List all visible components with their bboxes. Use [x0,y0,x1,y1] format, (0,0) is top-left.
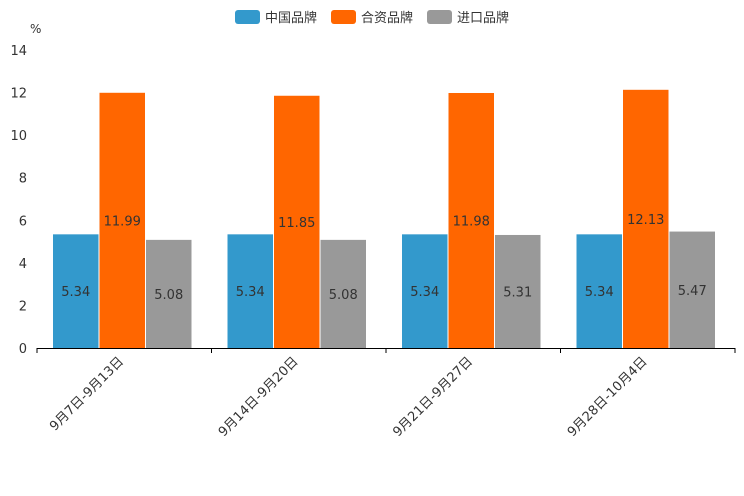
bar-value-label: 11.85 [278,216,315,231]
y-tick-label: 2 [19,299,27,314]
bar-china-2 [402,234,448,348]
bar-value-label: 5.08 [329,288,358,303]
bar-import-3 [669,231,715,348]
bar-value-label: 5.34 [410,285,439,300]
bar-china-0 [53,234,99,348]
legend-swatch-joint-venture-brand [330,9,356,24]
bar-value-label: 5.47 [678,284,707,299]
bar-value-label: 5.34 [585,285,614,300]
x-category-label: 9月7日-9月13日 [47,354,127,434]
legend-item-import-brand[interactable]: 进口品牌 [427,7,509,26]
legend-label-import-brand: 进口品牌 [457,11,510,26]
bar-import-2 [495,234,541,348]
bar-import-1 [320,239,366,348]
y-tick-label: 8 [19,172,27,187]
legend-item-joint-venture-brand[interactable]: 合资品牌 [330,7,413,26]
legend-swatch-china-brand [234,9,260,24]
y-tick-label: 14 [10,44,27,59]
bar-value-label: 5.08 [154,288,183,303]
legend-swatch-import-brand [427,9,452,24]
bar-joint-venture-2 [448,92,494,348]
x-category-label: 9月28日-10月4日 [565,354,651,440]
y-tick-label: 0 [19,342,27,357]
legend-label-china-brand: 中国品牌 [264,11,317,26]
bar-joint-venture-1 [274,95,320,348]
y-tick-label: 12 [10,87,27,102]
y-tick-label: 6 [19,214,27,229]
bar-import-0 [146,239,192,348]
y-tick-label: 4 [19,257,27,272]
bar-china-1 [227,234,273,348]
bar-joint-venture-3 [623,89,669,348]
legend-item-china-brand[interactable]: 中国品牌 [234,7,317,26]
bar-joint-venture-0 [99,92,145,348]
bar-value-label: 11.99 [104,214,141,229]
bar-value-label: 12.13 [627,213,664,228]
bar-value-label: 5.34 [61,285,90,300]
bar-china-3 [576,234,622,348]
legend: 中国品牌 合资品牌 进口品牌 [0,7,744,26]
bar-value-label: 5.34 [236,285,265,300]
x-category-label: 9月21日-9月27日 [390,354,476,440]
legend-label-joint-venture-brand: 合资品牌 [360,11,413,26]
bar-value-label: 11.98 [453,214,490,229]
bar-value-label: 5.31 [503,285,532,300]
x-category-label: 9月14日-9月20日 [216,354,302,440]
y-axis-unit: % [30,22,42,36]
y-tick-label: 10 [10,129,27,144]
